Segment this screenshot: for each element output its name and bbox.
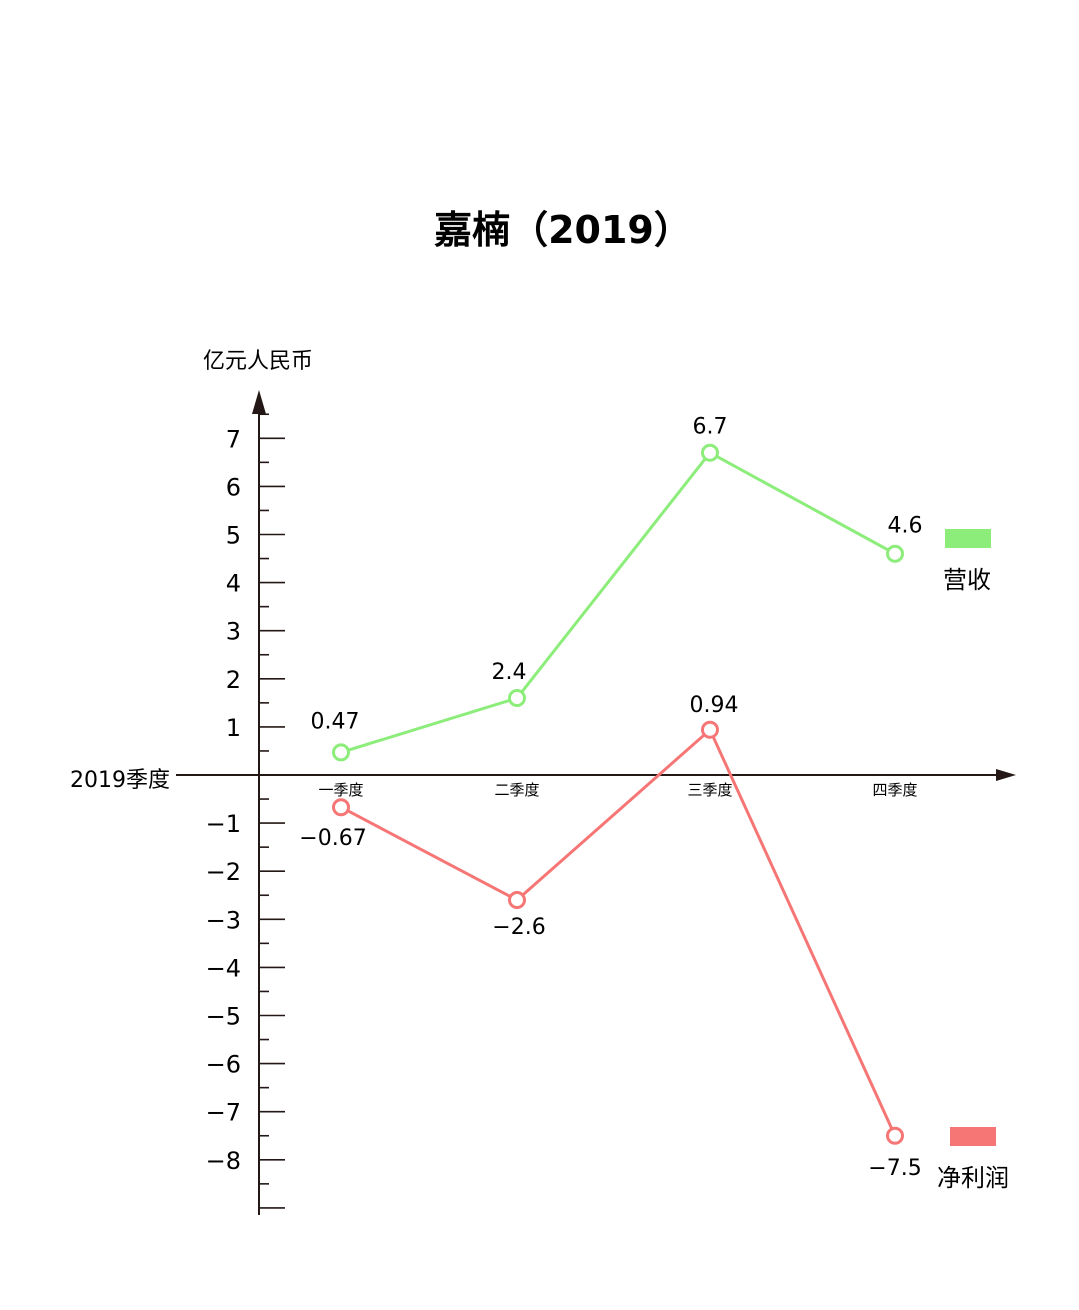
data-point [332, 798, 350, 817]
y-axis-unit-label: 亿元人民币 [203, 349, 313, 374]
x-category-label: 三季度 [687, 781, 732, 799]
y-tick-label: 5 [226, 522, 241, 550]
x-category-label: 四季度 [872, 781, 917, 799]
data-label: 0.94 [690, 693, 739, 718]
y-tick-label: −7 [206, 1099, 241, 1127]
y-tick-label: 2 [226, 666, 241, 694]
series-line [340, 727, 897, 1137]
data-point [332, 743, 350, 762]
y-tick-label: −4 [206, 954, 241, 982]
legend-swatch [945, 529, 991, 548]
y-tick-label: 6 [226, 473, 241, 501]
data-point [886, 544, 904, 563]
chart-title: 嘉楠（2019） [434, 208, 692, 252]
y-tick-label: −6 [206, 1051, 241, 1079]
y-tick-label: −1 [206, 810, 241, 838]
legend-label: 营收 [943, 566, 991, 594]
data-label: 2.4 [492, 660, 527, 685]
data-label: −0.67 [299, 826, 366, 851]
x-axis-arrow [996, 769, 1016, 781]
y-axis-arrow [252, 390, 266, 414]
series-line [340, 450, 896, 754]
data-label: 6.7 [693, 415, 728, 440]
y-tick-label: −3 [206, 906, 241, 934]
legend-label: 净利润 [937, 1164, 1009, 1192]
x-category-label: 一季度 [318, 781, 363, 799]
data-point [701, 443, 719, 462]
data-point [886, 1126, 904, 1145]
data-label: 0.47 [311, 709, 360, 734]
x-category-label: 二季度 [494, 781, 539, 799]
x-axis-label: 2019季度 [70, 768, 170, 793]
y-tick-label: −2 [206, 858, 241, 886]
y-tick-label: −8 [206, 1147, 241, 1175]
data-label: −7.5 [868, 1156, 921, 1181]
y-tick-label: 4 [226, 570, 241, 598]
data-point [508, 689, 526, 708]
data-point [508, 891, 526, 910]
y-tick-label: 3 [226, 618, 241, 646]
data-label: 4.6 [888, 514, 923, 539]
data-point [701, 720, 719, 739]
legend-swatch [950, 1127, 996, 1146]
y-tick-label: −5 [206, 1003, 241, 1031]
y-tick-label: 7 [226, 425, 241, 453]
y-tick-label: 1 [226, 714, 241, 742]
data-label: −2.6 [492, 915, 545, 940]
